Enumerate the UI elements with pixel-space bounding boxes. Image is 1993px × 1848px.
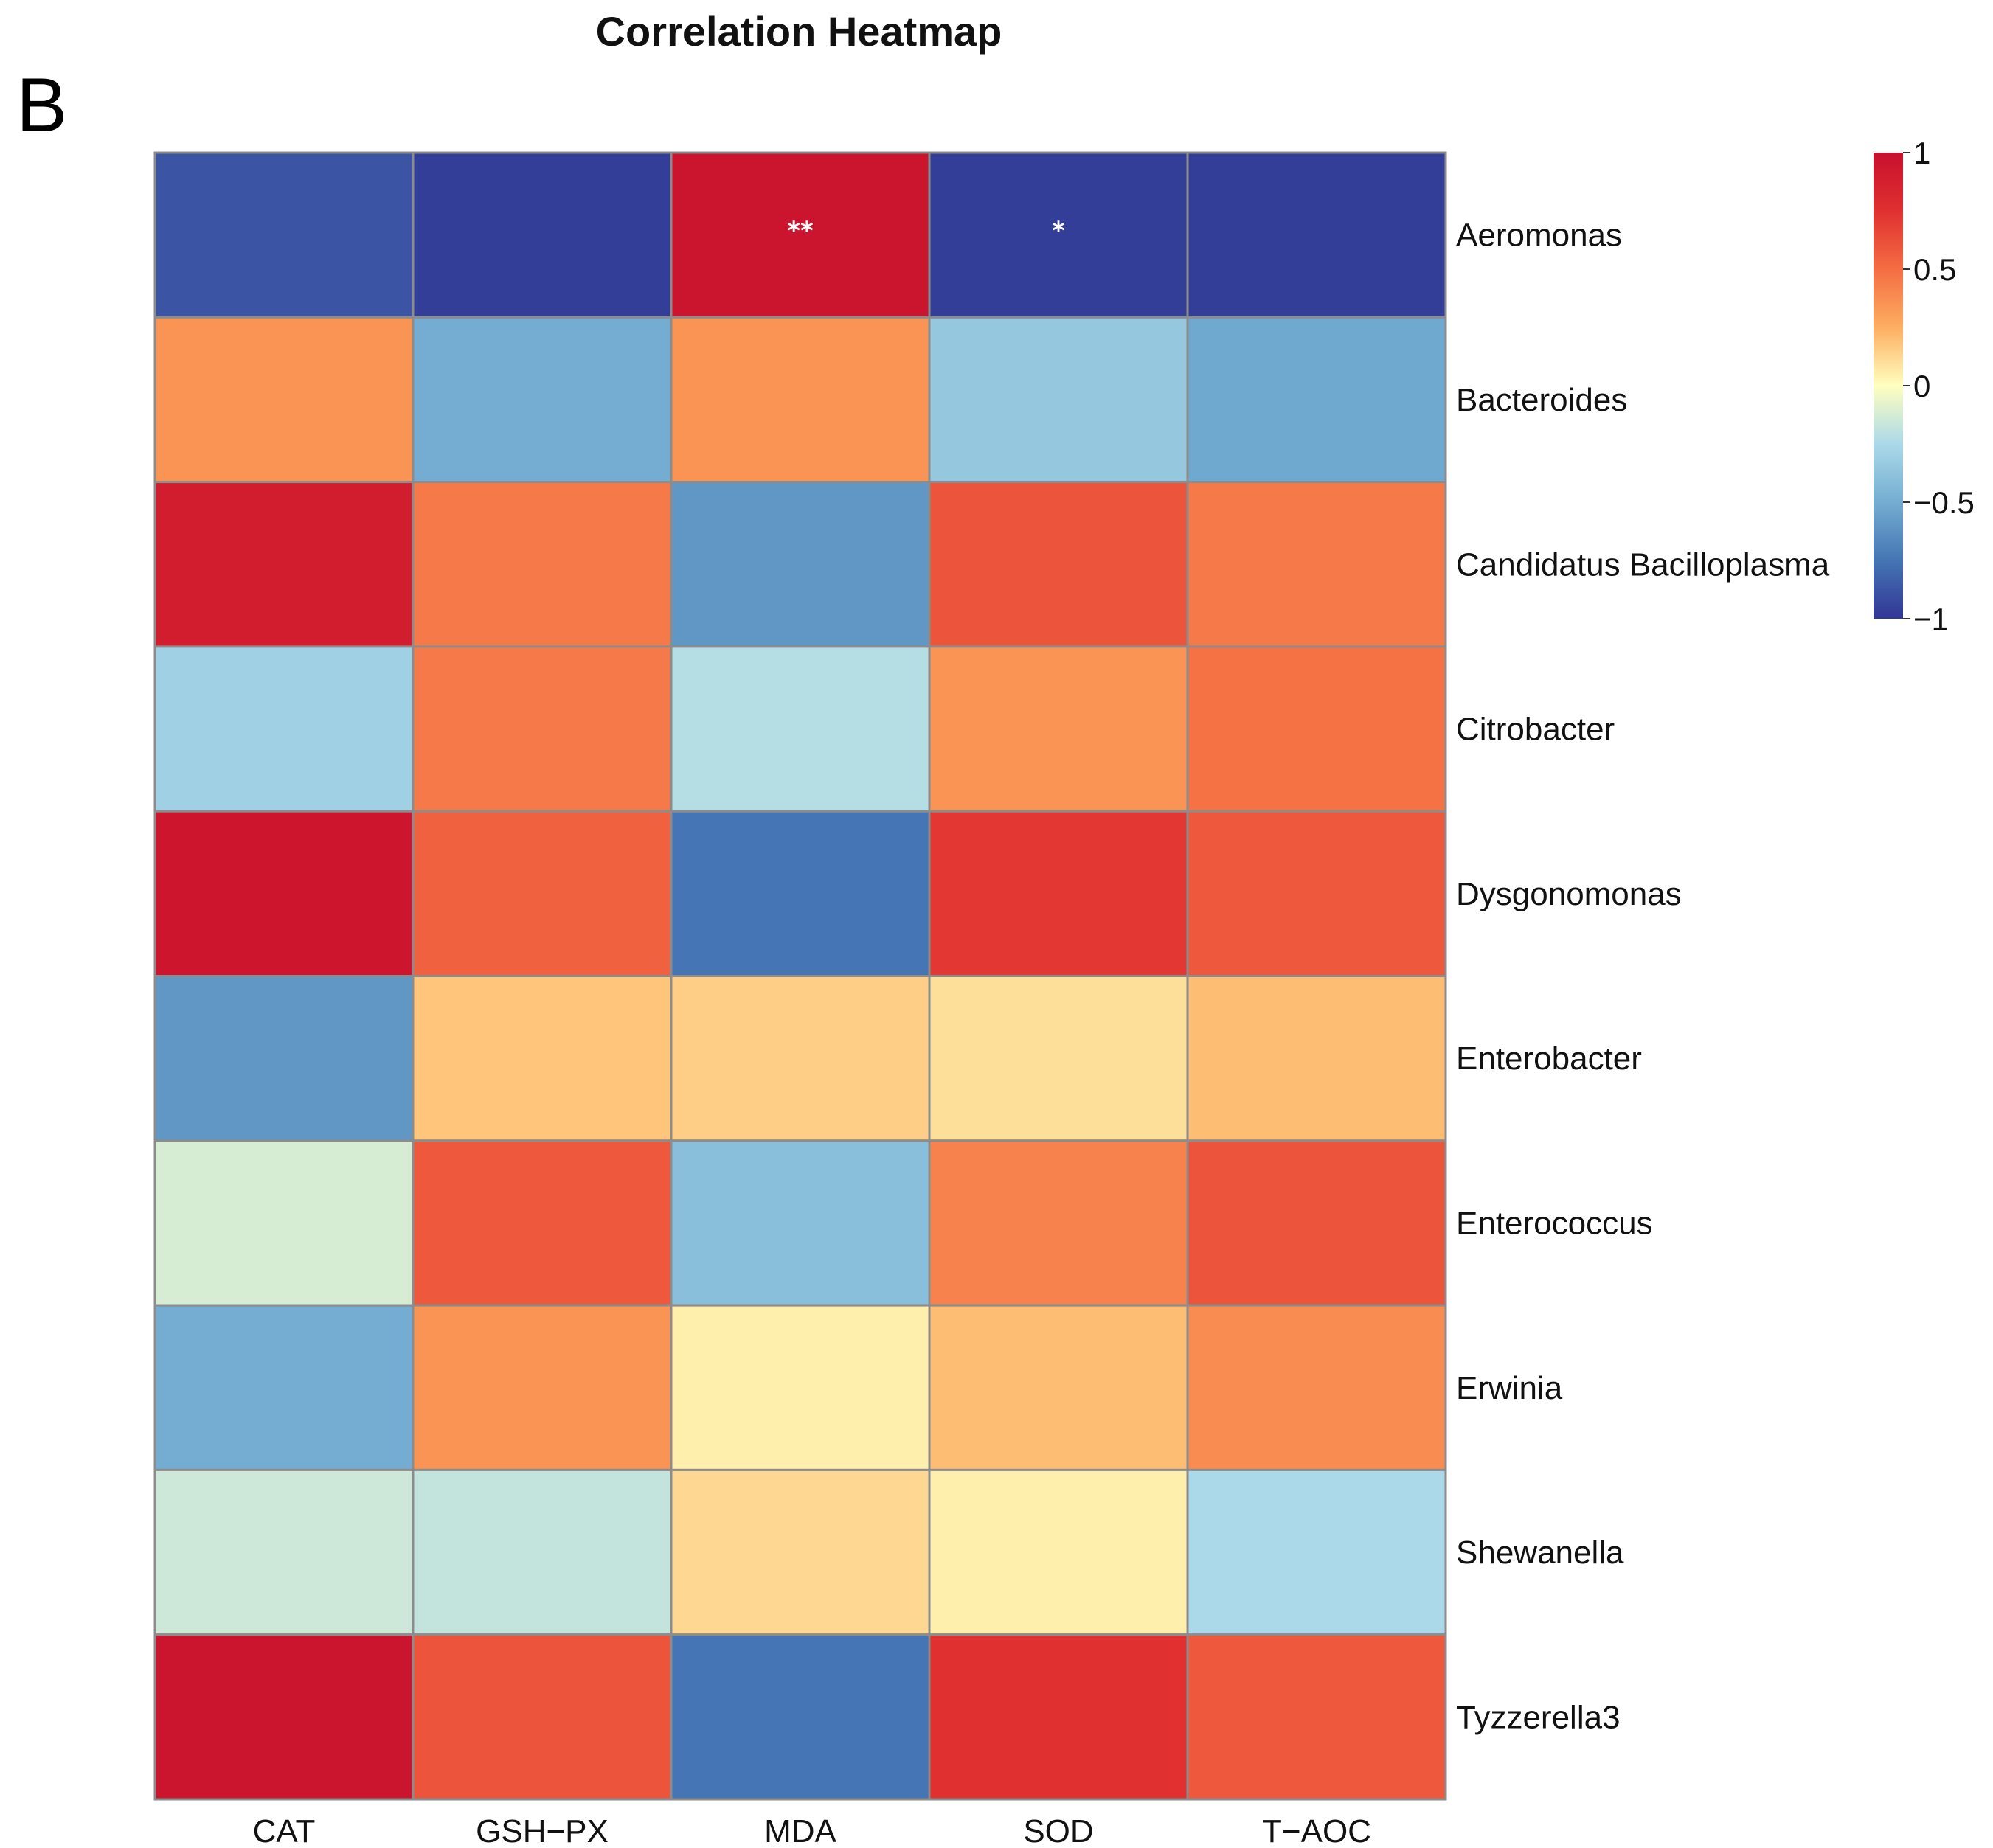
heatmap-cell (1186, 810, 1447, 977)
heatmap-cell (153, 1468, 415, 1636)
legend-tick-label: −1 (1913, 602, 1949, 636)
heatmap-cell (670, 975, 931, 1142)
heatmap-cell (1186, 1633, 1447, 1801)
heatmap-cell (670, 151, 931, 319)
heatmap-cell (412, 645, 673, 813)
heatmap-cell (670, 1139, 931, 1307)
heatmap-cell (670, 645, 931, 813)
heatmap-cell (928, 151, 1189, 319)
row-labels: Aeromonas Bacteroides Candidatus Bacillopl… (1456, 218, 1830, 1736)
row-label: Dysgonomonas (1456, 876, 1682, 912)
heatmap-cell (1186, 481, 1447, 648)
heatmap-cell (1186, 645, 1447, 813)
heatmap-cell (928, 1304, 1189, 1471)
significance-markers: ** * (787, 217, 1065, 246)
legend-tick-label: −0.5 (1913, 485, 1975, 520)
column-label: MDA (764, 1813, 836, 1848)
legend-tick-label: 1 (1913, 136, 1930, 170)
heatmap-cell (928, 481, 1189, 648)
heatmap-cell (412, 975, 673, 1142)
column-labels: CAT GSH−PX MDA SOD T−AOC (253, 1813, 1371, 1848)
heatmap-cell (153, 1304, 415, 1471)
row-label: Aeromonas (1456, 218, 1622, 254)
heatmap-cell (153, 975, 415, 1142)
heatmap-cell (928, 1633, 1189, 1801)
heatmap-cell (670, 810, 931, 977)
column-label: SOD (1023, 1813, 1093, 1848)
color-legend-bar (1874, 153, 1903, 619)
significance-marker: ** (787, 217, 814, 246)
row-label: Bacteroides (1456, 382, 1627, 418)
column-label: CAT (253, 1813, 316, 1848)
heatmap-cell (153, 1633, 415, 1801)
heatmap-cell (928, 975, 1189, 1142)
chart-title: Correlation Heatmap (596, 8, 1002, 55)
significance-marker: * (1052, 217, 1065, 246)
heatmap-cell (153, 645, 415, 813)
heatmap-cell (928, 1468, 1189, 1636)
heatmap-cell (412, 316, 673, 484)
panel-label: B (16, 63, 67, 148)
legend-tick-label: 0 (1913, 369, 1930, 403)
column-label: GSH−PX (476, 1813, 609, 1848)
heatmap-cell (153, 316, 415, 484)
row-label: Erwinia (1456, 1370, 1563, 1406)
heatmap-cell (1186, 316, 1447, 484)
heatmap-cell (412, 1304, 673, 1471)
heatmap-cell (412, 1633, 673, 1801)
row-label: Candidatus Bacilloplasma (1456, 546, 1830, 583)
heatmap-cell (670, 1633, 931, 1801)
heatmap-cell (670, 481, 931, 648)
heatmap-cell (153, 810, 415, 977)
heatmap-cell (670, 1304, 931, 1471)
heatmap-cell (412, 151, 673, 319)
heatmap-cell (1186, 151, 1447, 319)
heatmap-cell (928, 810, 1189, 977)
color-legend: 1 0.5 0 −0.5 −1 (1874, 136, 1975, 636)
row-label: Enterococcus (1456, 1205, 1653, 1241)
heatmap-cell (670, 1468, 931, 1636)
heatmap-cell (928, 1139, 1189, 1307)
row-label: Citrobacter (1456, 712, 1615, 748)
heatmap-cell (1186, 1468, 1447, 1636)
heatmap-cell (670, 316, 931, 484)
heatmap-cell (412, 810, 673, 977)
row-label: Shewanella (1456, 1535, 1624, 1571)
legend-tick-label: 0.5 (1913, 252, 1956, 287)
heatmap-cell (153, 481, 415, 648)
heatmap-cell (412, 1468, 673, 1636)
heatmap-cell (928, 316, 1189, 484)
heatmap-cell (153, 1139, 415, 1307)
heatmap-cells (153, 151, 1447, 1801)
heatmap-cell (928, 645, 1189, 813)
heatmap-cell (153, 151, 415, 319)
row-label: Enterobacter (1456, 1041, 1642, 1077)
heatmap-cell (412, 481, 673, 648)
column-label: T−AOC (1262, 1813, 1371, 1848)
row-label: Tyzzerella3 (1456, 1699, 1621, 1735)
heatmap-cell (412, 1139, 673, 1307)
heatmap-cell (1186, 1304, 1447, 1471)
heatmap-cell (1186, 975, 1447, 1142)
heatmap-cell (1186, 1139, 1447, 1307)
